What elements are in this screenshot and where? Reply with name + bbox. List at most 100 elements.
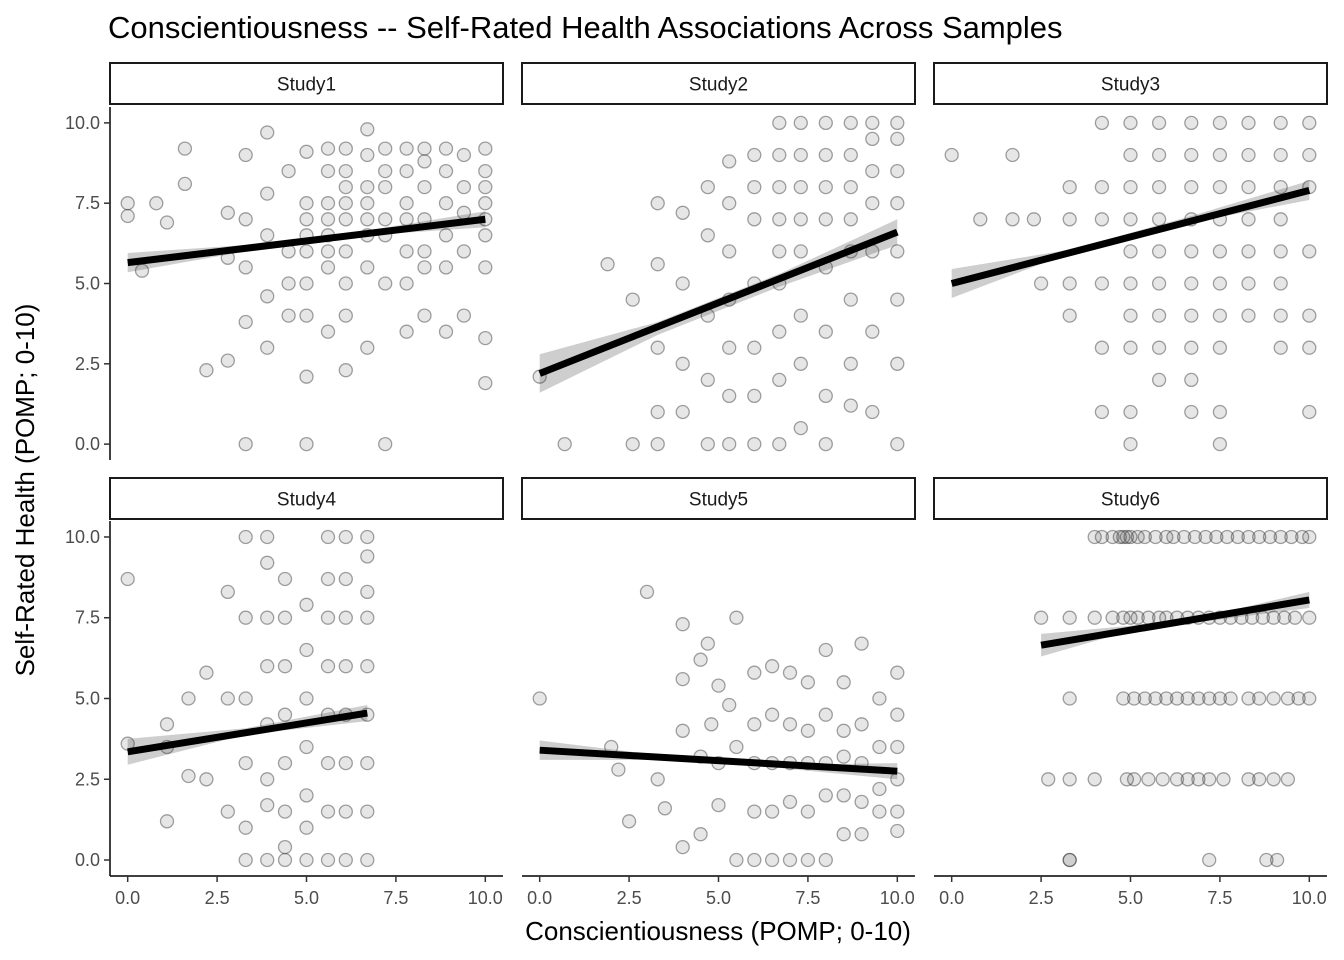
data-point: [360, 755, 375, 771]
data-point: [621, 814, 637, 829]
strip-box: [933, 62, 1328, 105]
data-point: [1266, 772, 1281, 787]
regression-line: [1040, 596, 1310, 649]
data-point: [890, 356, 905, 371]
data-point: [260, 852, 275, 868]
data-point: [1105, 529, 1120, 545]
data-point: [360, 147, 375, 163]
data-point: [238, 820, 253, 835]
data-point: [772, 147, 787, 163]
data-point: [238, 147, 253, 163]
x-tick-label: 5.0: [706, 888, 731, 908]
data-point: [865, 115, 880, 131]
data-point: [818, 147, 833, 163]
data-point: [1155, 772, 1170, 787]
data-point: [675, 839, 690, 855]
data-point: [1123, 340, 1138, 355]
data-point: [1148, 691, 1163, 706]
data-point: [378, 276, 393, 291]
data-point: [1062, 691, 1077, 706]
data-point: [843, 115, 858, 131]
data-point: [1273, 147, 1288, 163]
data-point: [417, 244, 432, 259]
data-point: [1119, 772, 1135, 787]
data-point: [1295, 529, 1310, 545]
data-point: [1159, 529, 1174, 545]
data-point: [764, 659, 780, 674]
data-point: [818, 707, 833, 722]
data-point: [865, 163, 880, 179]
y-axis-title: Self-Rated Health (POMP; 0-10): [10, 304, 40, 677]
data-point: [299, 820, 314, 835]
data-point: [843, 356, 858, 371]
data-point: [120, 196, 135, 211]
data-point: [793, 147, 808, 163]
data-point: [1184, 276, 1199, 291]
data-point: [1094, 276, 1110, 291]
data-point: [1212, 276, 1228, 291]
data-point: [360, 212, 375, 227]
data-point: [360, 659, 375, 674]
strip-box: [521, 477, 916, 520]
data-point: [1130, 610, 1145, 625]
data-point: [238, 212, 253, 227]
data-point: [1241, 244, 1256, 259]
panel-study5: Study5 0.0 2.5 5.0 7.5 10.0: [521, 477, 916, 908]
data-point: [299, 276, 314, 291]
data-point: [793, 308, 808, 323]
data-point: [338, 179, 353, 195]
data-point: [299, 852, 314, 868]
data-point: [782, 665, 798, 680]
data-point: [1184, 308, 1199, 323]
data-point: [722, 697, 737, 713]
data-point: [320, 529, 336, 545]
x-tick-label: 5.0: [1118, 888, 1143, 908]
data-point: [747, 665, 762, 680]
data-point: [360, 529, 375, 545]
data-point: [611, 762, 626, 777]
data-point: [338, 244, 353, 259]
y-tick-label: 7.5: [75, 193, 100, 213]
data-point: [854, 827, 869, 842]
data-point: [438, 141, 454, 156]
data-point: [890, 131, 905, 147]
data-point: [260, 186, 275, 201]
data-point: [1169, 691, 1185, 706]
data-point: [478, 163, 493, 179]
data-point: [238, 529, 253, 545]
data-point: [675, 276, 690, 291]
data-point: [1302, 691, 1317, 706]
x-tick-label: 10.0: [1292, 888, 1327, 908]
data-point: [199, 363, 214, 378]
data-point: [772, 436, 787, 452]
data-point: [973, 212, 988, 227]
data-point: [1137, 529, 1152, 545]
data-point: [1123, 147, 1138, 163]
data-point: [625, 292, 640, 307]
regression-line: [127, 709, 368, 756]
data-point: [320, 196, 336, 211]
data-point: [417, 154, 432, 169]
data-point: [320, 163, 336, 179]
data-point: [1184, 372, 1199, 388]
data-point: [650, 196, 665, 211]
data-point: [1191, 772, 1206, 787]
data-point: [836, 827, 851, 842]
data-point: [1302, 147, 1317, 163]
data-point: [1123, 115, 1138, 131]
data-point: [1062, 212, 1077, 227]
data-point: [890, 665, 905, 680]
data-point: [281, 276, 296, 291]
data-point: [360, 179, 375, 195]
data-point: [1202, 852, 1217, 868]
data-point: [478, 260, 493, 275]
data-point: [399, 141, 414, 156]
data-point: [1212, 340, 1228, 355]
data-point: [1280, 772, 1296, 787]
data-point: [238, 852, 253, 868]
data-point: [338, 659, 353, 674]
data-point: [181, 691, 196, 706]
data-point: [181, 768, 196, 784]
data-point: [299, 739, 314, 755]
